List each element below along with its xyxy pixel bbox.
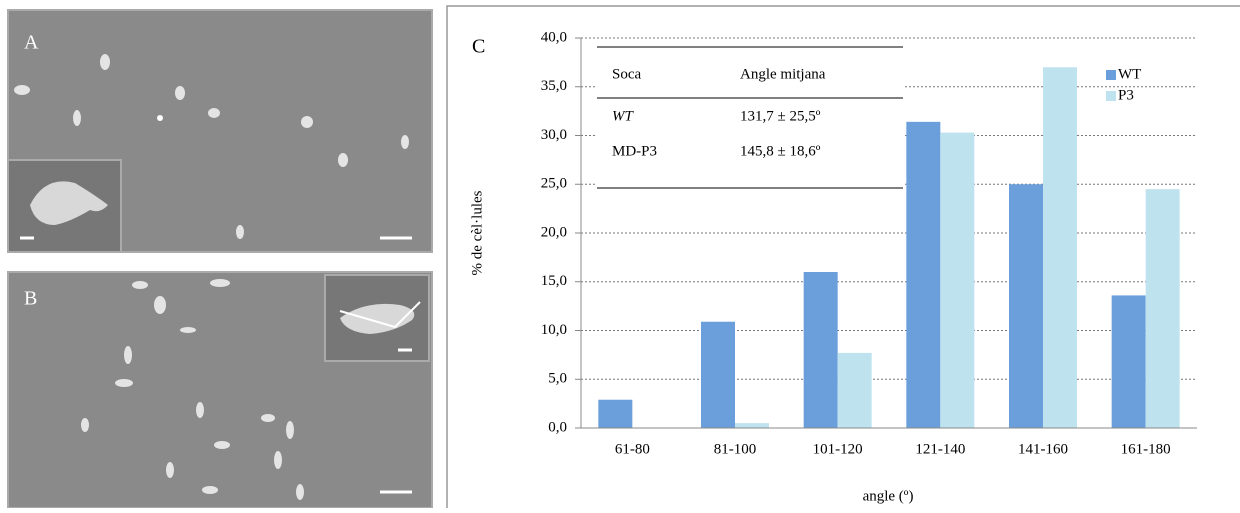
- y-tick-label: 20,0: [541, 224, 567, 240]
- x-tick-label: 121-140: [915, 441, 965, 457]
- y-tick-label: 35,0: [541, 78, 567, 94]
- x-tick-label: 161-180: [1121, 441, 1171, 457]
- legend-swatch: [1106, 70, 1116, 80]
- bar: [1145, 189, 1180, 428]
- table-cell: WT: [612, 108, 634, 124]
- y-tick-label: 10,0: [541, 322, 567, 338]
- panel-label: B: [24, 288, 37, 310]
- table-cell: 145,8 ± 18,6º: [740, 143, 821, 159]
- bar: [1111, 295, 1146, 428]
- legend-label: P3: [1118, 87, 1134, 103]
- panel-label: A: [24, 32, 39, 54]
- legend-label: WT: [1118, 66, 1141, 82]
- summary-table: Soca Angle mitjana WT 131,7 ± 25,5º MD-P…: [597, 46, 1141, 189]
- table-background: [597, 47, 903, 188]
- bar: [735, 423, 769, 428]
- angle-marker: [339, 301, 421, 329]
- legend-swatch: [1106, 91, 1116, 101]
- x-axis-label: angle (º): [863, 488, 914, 504]
- y-tick-label: 0,0: [548, 419, 567, 435]
- bar: [837, 352, 872, 428]
- x-tick-label: 101-120: [813, 441, 863, 457]
- y-tick-label: 25,0: [541, 176, 567, 192]
- table-cell: 131,7 ± 25,5º: [740, 108, 821, 124]
- y-tick-label: 5,0: [548, 371, 567, 387]
- panel-label: C: [472, 36, 485, 58]
- cells-b: [81, 279, 304, 500]
- table-header: Soca: [612, 66, 642, 82]
- bar: [598, 399, 633, 428]
- table-cell: MD-P3: [612, 143, 657, 159]
- chart-frame: [446, 5, 1240, 513]
- cells-a: [14, 54, 409, 239]
- bar: [1009, 184, 1043, 428]
- x-tick-label: 81-100: [714, 441, 757, 457]
- y-tick-label: 40,0: [541, 29, 567, 45]
- bar: [701, 321, 735, 428]
- bar: [906, 121, 941, 428]
- bar: [803, 272, 838, 428]
- y-tick-label: 15,0: [541, 273, 567, 289]
- y-axis-label: % de cèl·lules: [469, 190, 485, 275]
- y-tick-label: 30,0: [541, 127, 567, 143]
- x-tick-label: 141-160: [1018, 441, 1068, 457]
- inset-cell: [30, 181, 108, 225]
- table-header: Angle mitjana: [740, 66, 826, 82]
- x-tick-label: 61-80: [615, 441, 650, 457]
- bar: [940, 132, 975, 428]
- plot: 0,0 5,0 10,0 15,0 20,0 25,0 30,0 35,0 40,0 61-80 8…: [541, 29, 1197, 457]
- bar: [1043, 67, 1077, 428]
